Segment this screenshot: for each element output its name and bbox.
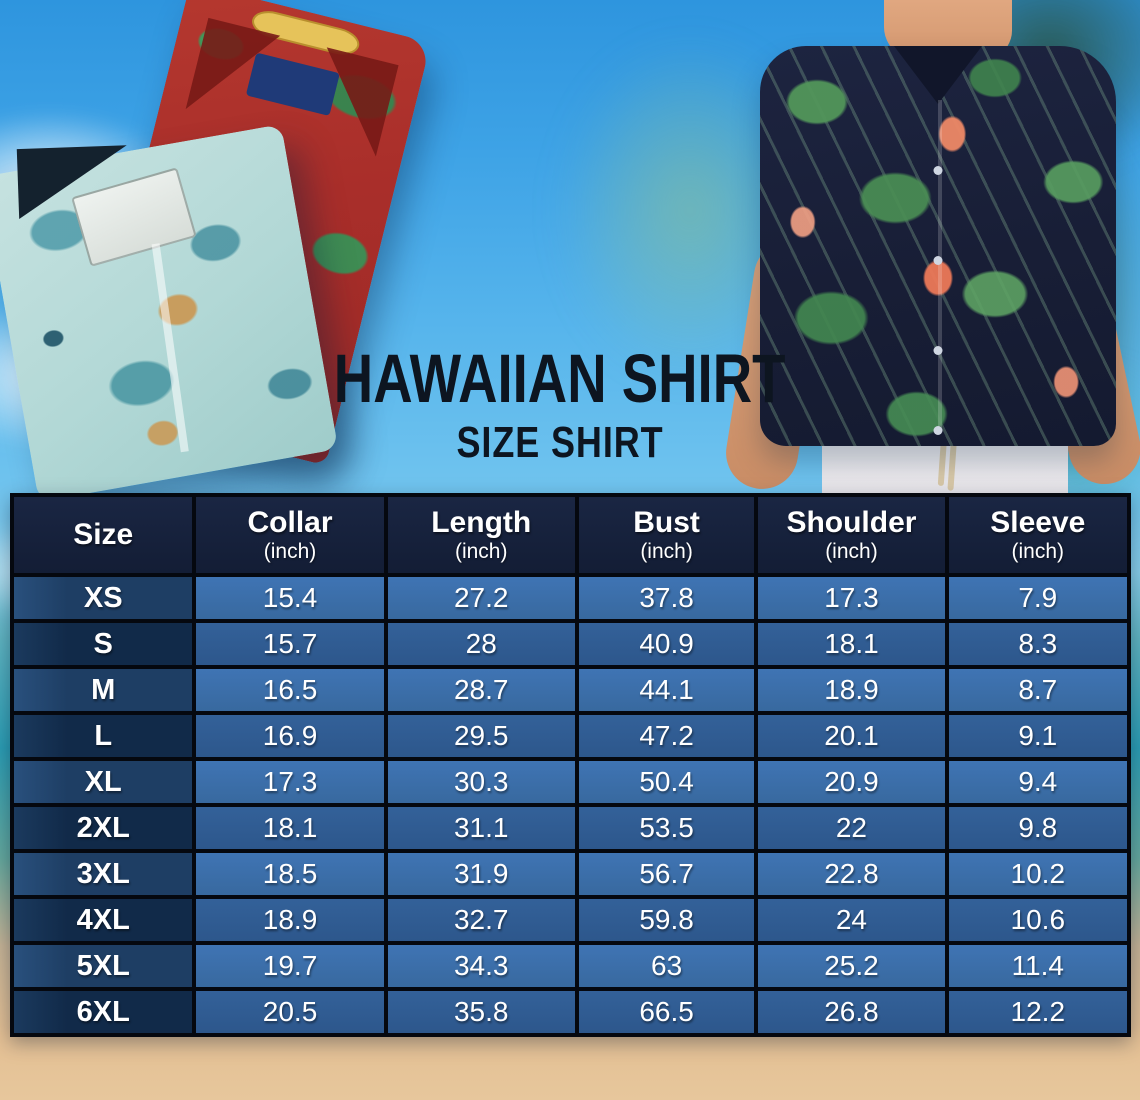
measurement-value: 53.5 [578, 807, 755, 849]
measurement-value: 32.7 [387, 899, 575, 941]
size-label: 5XL [14, 945, 193, 987]
poster-title: HAWAIIAN SHIRT [334, 341, 786, 418]
size-label: XS [14, 577, 193, 619]
measurement-value: 56.7 [578, 853, 755, 895]
size-label: L [14, 715, 193, 757]
title-block: HAWAIIAN SHIRT SIZE SHIRT [230, 341, 890, 467]
measurement-value: 7.9 [948, 577, 1127, 619]
measurement-value: 9.8 [948, 807, 1127, 849]
column-header-length: Length (inch) [387, 497, 575, 573]
measurement-value: 37.8 [578, 577, 755, 619]
table-row: M 16.5 28.7 44.1 18.9 8.7 [14, 669, 1127, 711]
measurement-value: 18.5 [196, 853, 384, 895]
shirt-collar [894, 46, 982, 104]
shirt-lapel [185, 17, 281, 127]
measurement-value: 47.2 [578, 715, 755, 757]
measurement-value: 16.9 [196, 715, 384, 757]
measurement-value: 30.3 [387, 761, 575, 803]
column-header-bust: Bust (inch) [578, 497, 755, 573]
size-label: 2XL [14, 807, 193, 849]
measurement-value: 25.2 [758, 945, 945, 987]
measurement-value: 24 [758, 899, 945, 941]
shirt-placket [151, 243, 189, 453]
measurement-value: 15.4 [196, 577, 384, 619]
table-row: 5XL 19.7 34.3 63 25.2 11.4 [14, 945, 1127, 987]
column-header-sleeve: Sleeve (inch) [948, 497, 1127, 573]
measurement-value: 66.5 [578, 991, 755, 1033]
size-label: 6XL [14, 991, 193, 1033]
measurement-value: 17.3 [758, 577, 945, 619]
measurement-value: 63 [578, 945, 755, 987]
measurement-value: 15.7 [196, 623, 384, 665]
measurement-value: 8.3 [948, 623, 1127, 665]
measurement-value: 59.8 [578, 899, 755, 941]
table-row: 3XL 18.5 31.9 56.7 22.8 10.2 [14, 853, 1127, 895]
measurement-value: 8.7 [948, 669, 1127, 711]
measurement-value: 40.9 [578, 623, 755, 665]
measurement-value: 31.9 [387, 853, 575, 895]
flamingo-shirt [760, 46, 1116, 446]
size-label: M [14, 669, 193, 711]
measurement-value: 18.9 [758, 669, 945, 711]
measurement-value: 50.4 [578, 761, 755, 803]
measurement-value: 18.1 [196, 807, 384, 849]
measurement-value: 44.1 [578, 669, 755, 711]
measurement-value: 11.4 [948, 945, 1127, 987]
measurement-value: 9.4 [948, 761, 1127, 803]
measurement-value: 19.7 [196, 945, 384, 987]
table-row: S 15.7 28 40.9 18.1 8.3 [14, 623, 1127, 665]
column-header-collar: Collar (inch) [196, 497, 384, 573]
table-row: L 16.9 29.5 47.2 20.1 9.1 [14, 715, 1127, 757]
size-table: Size Collar (inch) Length (inch) Bust (i… [10, 493, 1131, 1037]
measurement-value: 18.9 [196, 899, 384, 941]
measurement-value: 22.8 [758, 853, 945, 895]
measurement-value: 16.5 [196, 669, 384, 711]
measurement-value: 18.1 [758, 623, 945, 665]
measurement-value: 28 [387, 623, 575, 665]
measurement-value: 20.5 [196, 991, 384, 1033]
table-row: XL 17.3 30.3 50.4 20.9 9.4 [14, 761, 1127, 803]
shirt-lapel [304, 47, 399, 157]
table-row: 2XL 18.1 31.1 53.5 22 9.8 [14, 807, 1127, 849]
measurement-value: 12.2 [948, 991, 1127, 1033]
shirt-button [933, 166, 943, 175]
measurement-value: 27.2 [387, 577, 575, 619]
measurement-value: 28.7 [387, 669, 575, 711]
measurement-value: 29.5 [387, 715, 575, 757]
measurement-value: 17.3 [196, 761, 384, 803]
shirt-button [933, 346, 943, 355]
table-row: XS 15.4 27.2 37.8 17.3 7.9 [14, 577, 1127, 619]
measurement-value: 34.3 [387, 945, 575, 987]
column-header-size: Size [14, 497, 193, 573]
size-label: 4XL [14, 899, 193, 941]
size-label: 3XL [14, 853, 193, 895]
measurement-value: 22 [758, 807, 945, 849]
poster-subtitle: SIZE SHIRT [456, 419, 664, 467]
shirt-button [933, 426, 943, 435]
measurement-value: 9.1 [948, 715, 1127, 757]
shirt-placket [938, 100, 942, 430]
table-row: 6XL 20.5 35.8 66.5 26.8 12.2 [14, 991, 1127, 1033]
size-table-header: Size Collar (inch) Length (inch) Bust (i… [14, 497, 1127, 573]
measurement-value: 10.6 [948, 899, 1127, 941]
table-row: 4XL 18.9 32.7 59.8 24 10.6 [14, 899, 1127, 941]
measurement-value: 20.9 [758, 761, 945, 803]
column-header-shoulder: Shoulder (inch) [758, 497, 945, 573]
shirt-button [933, 256, 943, 265]
measurement-value: 10.2 [948, 853, 1127, 895]
model-photo [720, 0, 1140, 495]
size-label: S [14, 623, 193, 665]
measurement-value: 20.1 [758, 715, 945, 757]
size-label: XL [14, 761, 193, 803]
measurement-value: 31.1 [387, 807, 575, 849]
measurement-value: 26.8 [758, 991, 945, 1033]
measurement-value: 35.8 [387, 991, 575, 1033]
